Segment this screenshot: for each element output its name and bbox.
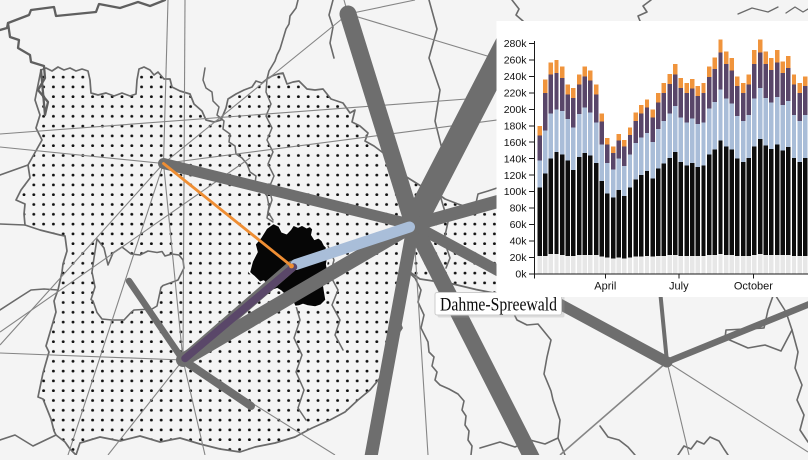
svg-text:200k: 200k xyxy=(504,104,528,116)
svg-text:280k: 280k xyxy=(504,38,528,50)
svg-text:80k: 80k xyxy=(510,203,528,215)
svg-text:April: April xyxy=(594,281,616,293)
svg-text:July: July xyxy=(669,281,689,293)
svg-text:220k: 220k xyxy=(504,87,528,99)
svg-text:140k: 140k xyxy=(504,153,528,165)
svg-text:180k: 180k xyxy=(504,120,528,132)
svg-text:60k: 60k xyxy=(510,219,528,231)
svg-text:240k: 240k xyxy=(504,71,528,83)
svg-text:100k: 100k xyxy=(504,186,528,198)
svg-text:260k: 260k xyxy=(504,54,528,66)
svg-text:120k: 120k xyxy=(504,170,528,182)
svg-text:160k: 160k xyxy=(504,137,528,149)
svg-text:Dahme-Spreewald: Dahme-Spreewald xyxy=(440,295,558,315)
svg-text:0k: 0k xyxy=(515,269,527,281)
svg-text:October: October xyxy=(734,281,773,293)
svg-text:20k: 20k xyxy=(510,252,528,264)
svg-text:40k: 40k xyxy=(510,236,528,248)
